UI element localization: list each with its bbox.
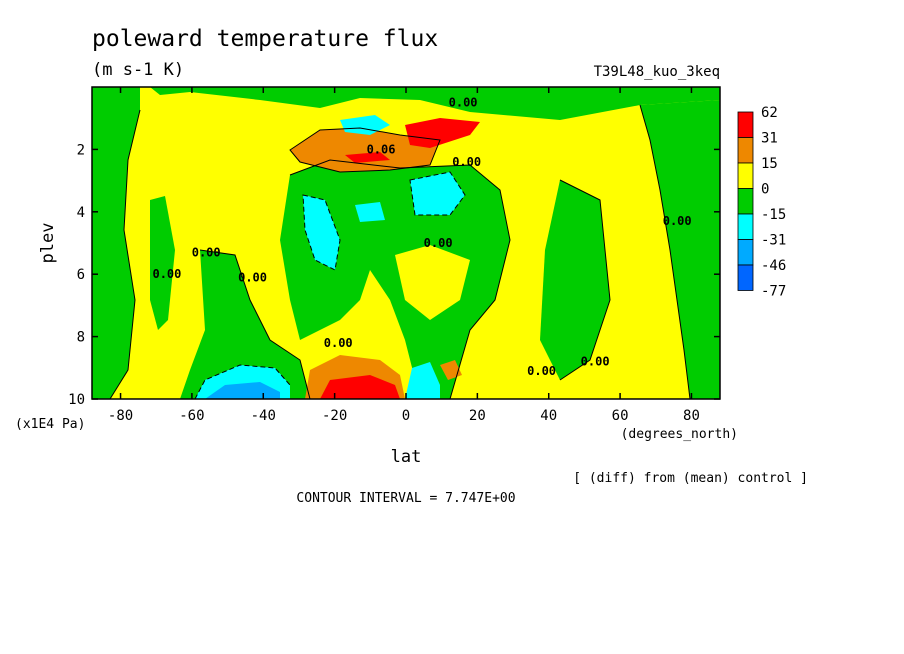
chart-title: poleward temperature flux xyxy=(92,26,438,52)
colorbar-swatch xyxy=(737,162,754,189)
contour-labels: 0.00 0.00 0.06 0.00 0.00 0.00 0.00 0.00 0.00 0.00… xyxy=(152,96,692,378)
region-green-top xyxy=(150,87,720,120)
x-tick-label: -80 xyxy=(108,408,133,424)
colorbar-swatch xyxy=(737,188,754,215)
units-label: (m s-1 K) xyxy=(92,60,184,80)
y-tick-label: 4 xyxy=(77,205,85,221)
y-tick-label: 6 xyxy=(77,267,85,283)
contour-label: 0.00 xyxy=(324,336,353,350)
contour-line-dashed xyxy=(409,171,466,216)
region-green-center xyxy=(280,160,510,399)
colorbar-level: 15 xyxy=(761,156,778,172)
contour-line xyxy=(559,179,611,381)
colorbar-level: 31 xyxy=(761,131,778,147)
y-tick-label: 2 xyxy=(77,142,85,158)
contour-line xyxy=(289,159,511,399)
contour-label: 0.00 xyxy=(238,270,267,284)
contour-line xyxy=(639,104,691,399)
x-tick-label: 80 xyxy=(683,408,700,424)
colorbar-level: -77 xyxy=(761,284,786,300)
contour-label: 0.00 xyxy=(527,364,556,378)
contour-line xyxy=(199,249,311,399)
x-tick-label: -60 xyxy=(179,408,204,424)
region-green-left2 xyxy=(150,196,175,330)
contour-line-dashed xyxy=(194,364,291,399)
region-cyan-mid-right xyxy=(410,172,465,215)
colorbar-swatch xyxy=(737,239,754,266)
y-axis-units: (x1E4 Pa) xyxy=(15,417,85,432)
region-cyan-lower-mid xyxy=(405,362,440,399)
contour-label: 0.00 xyxy=(663,214,692,228)
contour-label: 0.00 xyxy=(192,245,221,259)
y-axis-label: plev xyxy=(38,223,58,264)
region-blue-lower-left xyxy=(205,382,280,399)
x-tick-label: -20 xyxy=(322,408,347,424)
x-axis-units: (degrees_north) xyxy=(621,427,738,442)
colorbar-level: -15 xyxy=(761,207,786,223)
region-cyan-mid xyxy=(355,202,385,222)
x-tick-label: 0 xyxy=(402,408,410,424)
region-red-upper2 xyxy=(345,152,390,163)
colorbar-swatch xyxy=(737,137,754,164)
colorbar-swatch xyxy=(737,213,754,240)
x-axis: -80 -60 -40 -20 0 20 40 60 80 xyxy=(108,87,700,424)
contour-label: 0.00 xyxy=(424,236,453,250)
y-tick-label: 8 xyxy=(77,330,85,346)
region-cyan-mid-left xyxy=(303,195,340,270)
y-tick-label: 10 xyxy=(68,392,85,408)
diff-note: [ (diff) from (mean) control ] xyxy=(573,471,808,486)
contour-interval: CONTOUR INTERVAL = 7.747E+00 xyxy=(296,491,515,506)
region-green-right xyxy=(640,100,720,399)
region-yellow-inner xyxy=(395,245,470,320)
x-tick-label: -40 xyxy=(251,408,276,424)
x-tick-label: 40 xyxy=(540,408,557,424)
contour-label: 0.00 xyxy=(452,155,481,169)
region-red-upper xyxy=(405,118,480,148)
colorbar-level: -31 xyxy=(761,233,786,249)
colorbar: 62 31 15 0 -15 -31 -46 -77 xyxy=(737,105,786,300)
x-tick-label: 20 xyxy=(469,408,486,424)
colorbar-swatch xyxy=(737,264,754,291)
contour-label: 0.00 xyxy=(581,355,610,369)
region-cyan-upper xyxy=(340,115,390,135)
x-axis-label: lat xyxy=(391,447,422,467)
y-axis: 2 4 6 8 10 xyxy=(68,142,720,408)
contour-line xyxy=(109,109,141,399)
colorbar-swatch xyxy=(737,111,754,138)
region-green-right2 xyxy=(540,180,610,380)
region-green-lower xyxy=(180,250,310,399)
x-tick-label: 60 xyxy=(612,408,629,424)
region-green-left xyxy=(92,87,140,399)
contour-label: 0.00 xyxy=(449,96,478,110)
contour-line xyxy=(289,127,441,173)
contour-field xyxy=(92,87,720,399)
contour-label: 0.00 xyxy=(152,267,181,281)
colorbar-level: 0 xyxy=(761,182,769,198)
colorbar-level: 62 xyxy=(761,105,778,121)
run-label: T39L48_kuo_3keq xyxy=(594,64,720,80)
contour-label: 0.06 xyxy=(367,142,396,156)
region-red-lower xyxy=(320,375,400,399)
colorbar-level: -46 xyxy=(761,258,786,274)
